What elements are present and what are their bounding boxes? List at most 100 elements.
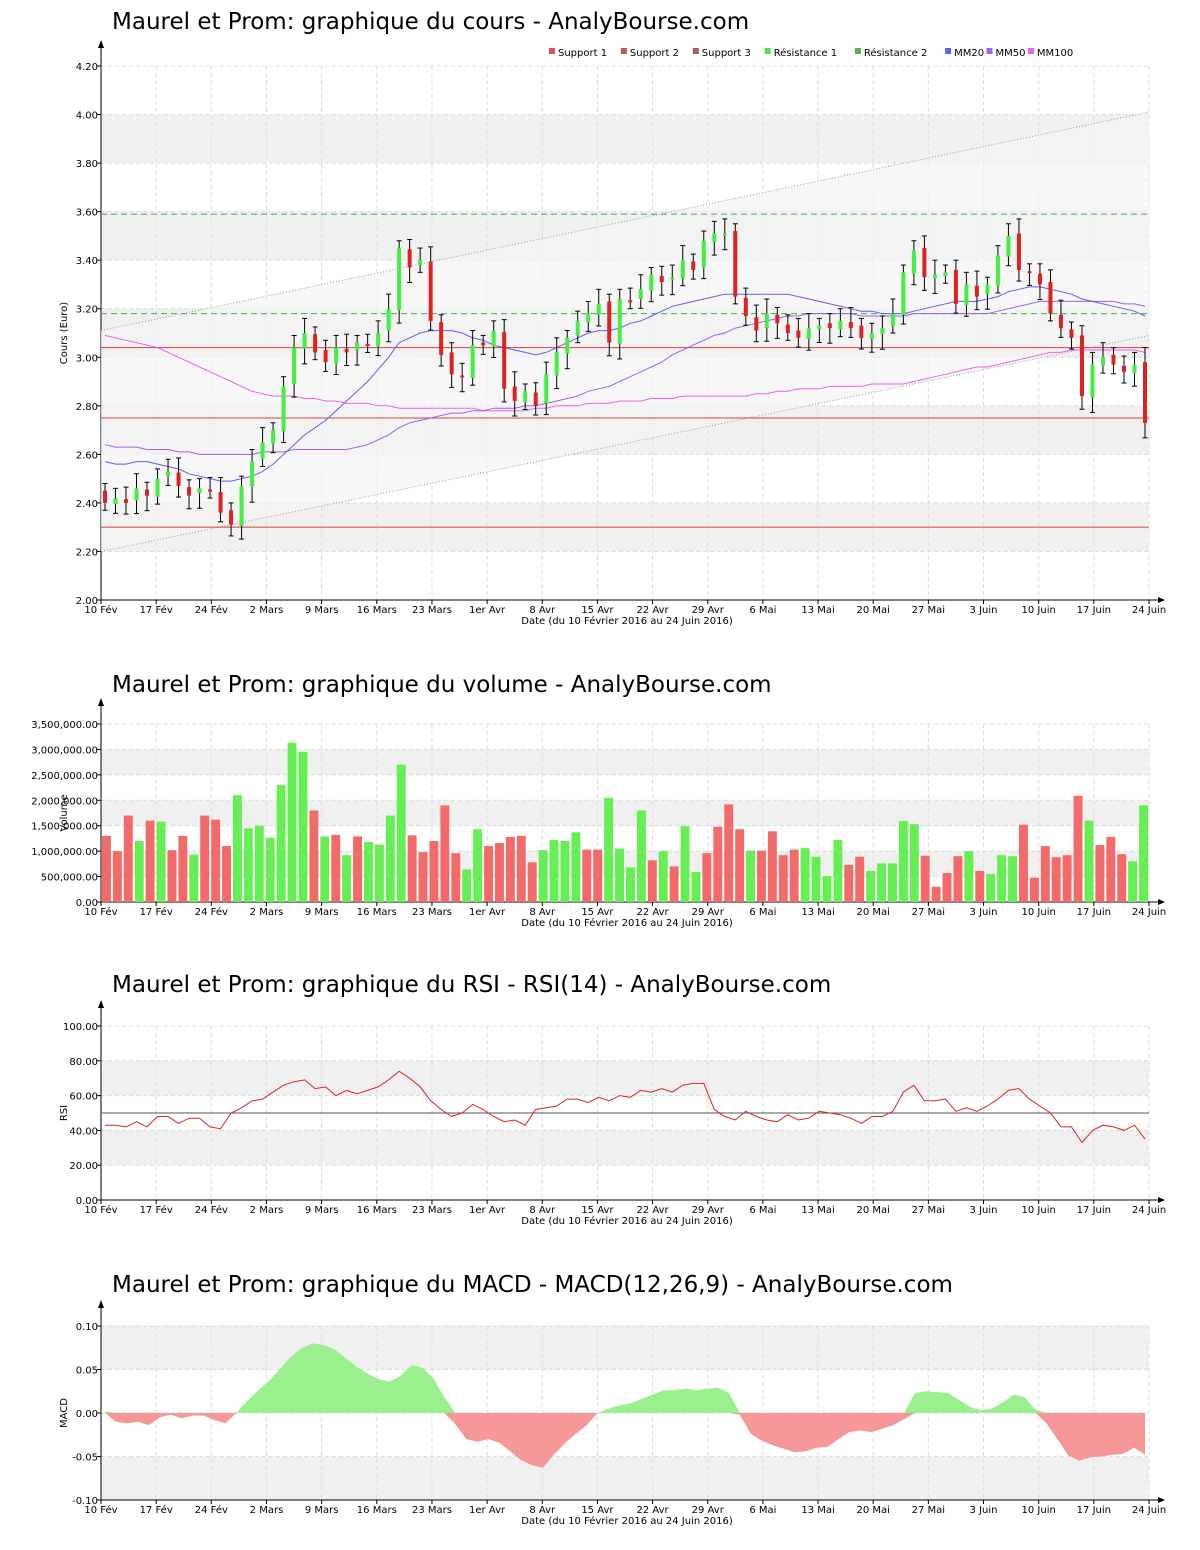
volume-bar (440, 805, 450, 902)
candle-body (554, 352, 559, 376)
macd-ytick-label: -0.10 (72, 1496, 98, 1507)
macd-xtick-label: 9 Mars (305, 1505, 339, 1516)
candle-body (932, 274, 937, 279)
candle-body (943, 272, 948, 276)
volume-bar (898, 821, 908, 902)
rsi-xlabel: Date (du 10 Février 2016 au 24 Juin 2016… (521, 1215, 733, 1227)
candle-body (743, 297, 748, 317)
price-xtick-label: 6 Mai (749, 605, 776, 616)
macd-xtick-label: 10 Fév (84, 1504, 117, 1516)
macd-ytick-label: 0.00 (76, 1409, 98, 1420)
candle-body (323, 349, 328, 363)
candle-body (995, 255, 1000, 286)
volume-bar (473, 829, 483, 902)
volume-bar (1040, 846, 1050, 902)
price-xtick-label: 17 Fév (140, 604, 173, 616)
macd-xtick-label: 10 Juin (1022, 1505, 1056, 1516)
volume-bar (855, 856, 865, 902)
ma20-line (104, 286, 1146, 482)
volume-xtick-label: 1er Avr (469, 907, 506, 918)
legend-swatch (1027, 48, 1034, 54)
volume-bar (582, 849, 592, 902)
candle-body (439, 322, 444, 355)
volume-bar (931, 886, 941, 902)
candle-body (1048, 282, 1053, 314)
candle-body (1121, 365, 1126, 372)
volume-bar (986, 874, 996, 902)
rsi-ytick-label: 80.00 (69, 1057, 98, 1068)
rsi-xtick-label: 15 Avr (581, 1205, 614, 1216)
candle-body (596, 303, 601, 315)
candle-body (869, 333, 874, 340)
volume-chart: 0.00 500,000.00 1,000,000.00 1,500,000.00 2,… (31, 698, 1166, 929)
candle-body (806, 328, 811, 340)
macd-ytick-label: 0.10 (76, 1322, 98, 1333)
macd-xtick-label: 24 Fév (195, 1504, 228, 1516)
macd-xtick-label: 17 Fév (140, 1504, 173, 1516)
candle-body (890, 313, 895, 326)
legend-entry: MM100 (1037, 48, 1073, 59)
candle-body (628, 300, 633, 303)
macd-yaxis-arrow (98, 1300, 104, 1308)
volume-bar (604, 797, 614, 902)
rsi-xtick-label: 27 Mai (912, 1205, 945, 1216)
price-chart-title: Maurel et Prom: graphique du cours - Ana… (112, 9, 750, 35)
candle-body (334, 347, 339, 364)
candle-body (407, 249, 412, 268)
volume-xtick-label: 24 Juin (1132, 907, 1166, 918)
candle-body (785, 324, 790, 333)
candle-body (418, 260, 423, 266)
candle-body (764, 313, 769, 329)
volume-xtick-label: 27 Mai (912, 907, 945, 918)
price-xtick-label: 24 Juin (1132, 605, 1166, 616)
candle-body (229, 510, 234, 525)
volume-bar (200, 815, 210, 902)
candle-body (302, 333, 307, 349)
volume-bar (429, 840, 439, 902)
volume-xtick-label: 9 Mars (305, 907, 339, 918)
macd-xtick-label: 1er Avr (469, 1505, 506, 1516)
macd-positive-area (105, 1343, 1145, 1413)
macd-xtick-label: 3 Juin (970, 1505, 998, 1516)
volume-bar (549, 839, 559, 902)
volume-bar (877, 863, 886, 902)
volume-bar (167, 850, 177, 902)
candle-body (1111, 354, 1116, 365)
legend-swatch (986, 48, 993, 54)
volume-bar (484, 846, 493, 902)
rsi-xaxis-arrow (1158, 1197, 1165, 1203)
candle-body (922, 248, 927, 278)
macd-ytick-label: -0.05 (72, 1453, 98, 1464)
volume-bar (320, 836, 330, 902)
volume-bar (615, 848, 624, 902)
candle-body (838, 320, 843, 330)
candle-body (239, 485, 244, 526)
volume-bar (254, 825, 264, 902)
volume-ytick-label: 500,000.00 (41, 873, 98, 884)
price-channel-lower (100, 334, 1150, 552)
volume-ytick-label: 3,000,000.00 (31, 745, 98, 756)
volume-bar (287, 742, 297, 902)
volume-bar (1019, 824, 1028, 902)
volume-bar (102, 835, 111, 902)
rsi-xtick-label: 3 Juin (970, 1205, 998, 1216)
volume-bar (1106, 836, 1116, 902)
candle-body (460, 375, 465, 378)
candle-body (1079, 335, 1084, 397)
candle-body (754, 317, 759, 331)
price-ytick-label: 3.60 (76, 208, 98, 219)
volume-bar (505, 836, 515, 902)
price-ytick-label: 4.20 (76, 62, 98, 73)
candle-body (649, 274, 654, 291)
volume-bar (1073, 795, 1083, 902)
candle-body (397, 248, 402, 310)
candle-body (670, 277, 675, 280)
rsi-xtick-label: 17 Juin (1077, 1205, 1111, 1216)
legend-entry: Résistance 2 (864, 47, 927, 59)
volume-bar (538, 850, 548, 902)
price-xtick-label: 23 Mars (412, 605, 452, 616)
price-xtick-label: 29 Avr (692, 605, 725, 616)
volume-bar (156, 821, 166, 902)
legend-entry: Support 3 (702, 48, 751, 59)
volume-ytick-label: 1,000,000.00 (31, 847, 98, 858)
